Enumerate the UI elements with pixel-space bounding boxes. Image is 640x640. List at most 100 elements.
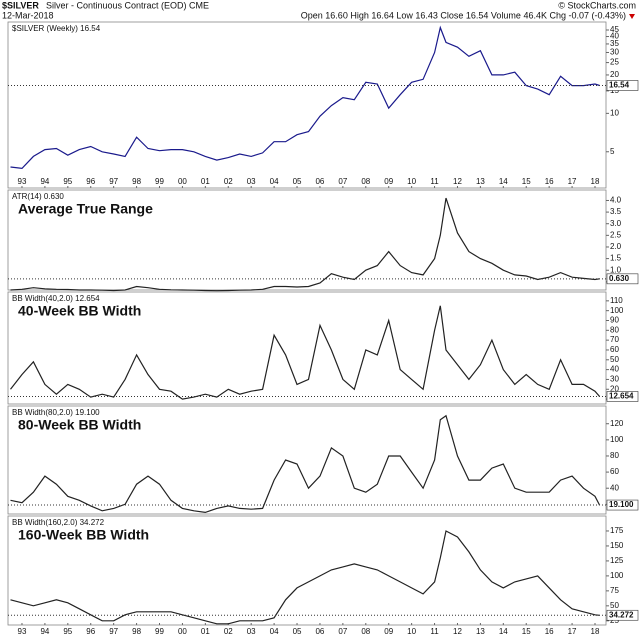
panel-frame	[7, 21, 607, 189]
y-tick-label: 4.0	[610, 196, 622, 205]
panel-title: 40-Week BB Width	[18, 303, 141, 319]
x-tick-label: 16	[545, 177, 554, 186]
source: © StockCharts.com	[558, 0, 636, 10]
y-tick-label: 80	[610, 325, 619, 334]
x-tick-label: 97	[109, 177, 118, 186]
y-tick-label: 20	[610, 70, 619, 79]
x-tick-label: 13	[476, 177, 485, 186]
x-tick-label: 95	[63, 627, 72, 636]
x-tick-label: 98	[132, 627, 141, 636]
data-line	[10, 530, 600, 625]
x-tick-label: 05	[293, 627, 302, 636]
panel-legend: BB Width(160,2.0) 34.272	[12, 518, 105, 527]
x-tick-label: 06	[315, 627, 324, 636]
panel-frame	[7, 405, 607, 515]
x-tick-label: 11	[430, 177, 439, 186]
x-tick-label: 15	[522, 627, 531, 636]
x-tick-label: 08	[361, 627, 370, 636]
y-tick-label: 40	[610, 32, 619, 41]
instrument-name: Silver - Continuous Contract (EOD) CME	[46, 0, 209, 10]
data-line	[10, 197, 600, 292]
y-tick-label: 175	[610, 526, 624, 535]
x-tick-label: 05	[293, 177, 302, 186]
y-tick-label: 1.0	[610, 265, 622, 274]
x-tick-label: 02	[224, 627, 233, 636]
panel-legend: ATR(14) 0.630	[12, 192, 64, 201]
last-value-label: 16.54	[609, 81, 630, 90]
y-tick-label: 45	[610, 25, 619, 34]
x-tick-label: 04	[270, 177, 279, 186]
last-value-label: 34.272	[609, 610, 634, 619]
y-tick-label: 2.0	[610, 242, 622, 251]
y-tick-label: 35	[610, 39, 619, 48]
last-value-box	[606, 273, 639, 285]
x-tick-label: 93	[18, 627, 27, 636]
data-line	[10, 414, 601, 514]
x-tick-label: 06	[315, 177, 324, 186]
y-tick-label: 3.0	[610, 219, 622, 228]
x-tick-label: 08	[361, 177, 370, 186]
y-tick-label: 50	[610, 355, 619, 364]
x-tick-label: 02	[224, 177, 233, 186]
x-tick-label: 11	[430, 627, 439, 636]
x-tick-label: 12	[453, 627, 462, 636]
x-tick-label: 12	[453, 177, 462, 186]
x-tick-label: 99	[155, 627, 164, 636]
x-tick-label: 97	[109, 627, 118, 636]
y-tick-label: 60	[610, 345, 619, 354]
last-value-box	[606, 609, 639, 621]
x-tick-label: 94	[40, 177, 49, 186]
x-tick-label: 17	[568, 177, 577, 186]
x-tick-label: 14	[499, 177, 508, 186]
x-tick-label: 10	[407, 627, 416, 636]
x-tick-label: 17	[568, 627, 577, 636]
panel-frame	[7, 189, 607, 291]
y-tick-label: 30	[610, 375, 619, 384]
panel-frame	[7, 291, 607, 405]
y-tick-label: 30	[610, 48, 619, 57]
y-tick-label: 2.5	[610, 230, 622, 239]
x-tick-label: 07	[338, 627, 347, 636]
x-tick-label: 98	[132, 177, 141, 186]
symbol: $SILVER	[2, 0, 39, 10]
y-tick-label: 120	[610, 419, 624, 428]
data-line	[10, 25, 600, 170]
y-tick-label: 5	[610, 147, 615, 156]
last-value-label: 19.100	[609, 500, 634, 509]
y-tick-label: 150	[610, 541, 624, 550]
y-tick-label: 1.5	[610, 254, 622, 263]
x-tick-label: 09	[384, 627, 393, 636]
panel-title: 80-Week BB Width	[18, 417, 141, 433]
x-tick-label: 18	[591, 627, 600, 636]
y-tick-label: 10	[610, 108, 619, 117]
y-tick-label: 100	[610, 435, 624, 444]
x-tick-label: 16	[545, 627, 554, 636]
x-tick-label: 00	[178, 627, 187, 636]
panel-legend: BB Width(40,2.0) 12.654	[12, 294, 100, 303]
last-value-box	[606, 391, 639, 402]
last-value-box	[606, 80, 639, 91]
last-value-label: 12.654	[609, 392, 634, 401]
x-tick-label: 01	[201, 177, 210, 186]
x-tick-label: 03	[247, 627, 256, 636]
date: 12-Mar-2018	[2, 10, 54, 20]
x-tick-label: 93	[18, 177, 27, 186]
y-tick-label: 70	[610, 335, 619, 344]
y-tick-label: 125	[610, 556, 624, 565]
x-tick-label: 96	[86, 177, 95, 186]
y-tick-label: 80	[610, 451, 619, 460]
x-tick-label: 10	[407, 177, 416, 186]
x-tick-label: 13	[476, 627, 485, 636]
y-tick-label: 90	[610, 316, 619, 325]
x-tick-label: 18	[591, 177, 600, 186]
x-tick-label: 03	[247, 177, 256, 186]
y-tick-label: 60	[610, 467, 619, 476]
y-tick-label: 50	[610, 601, 619, 610]
y-tick-label: 110	[610, 296, 623, 305]
y-tick-label: 25	[610, 58, 619, 67]
x-tick-label: 07	[338, 177, 347, 186]
x-tick-label: 04	[270, 627, 279, 636]
y-tick-label: 20	[610, 384, 619, 393]
last-value-box	[606, 499, 639, 511]
